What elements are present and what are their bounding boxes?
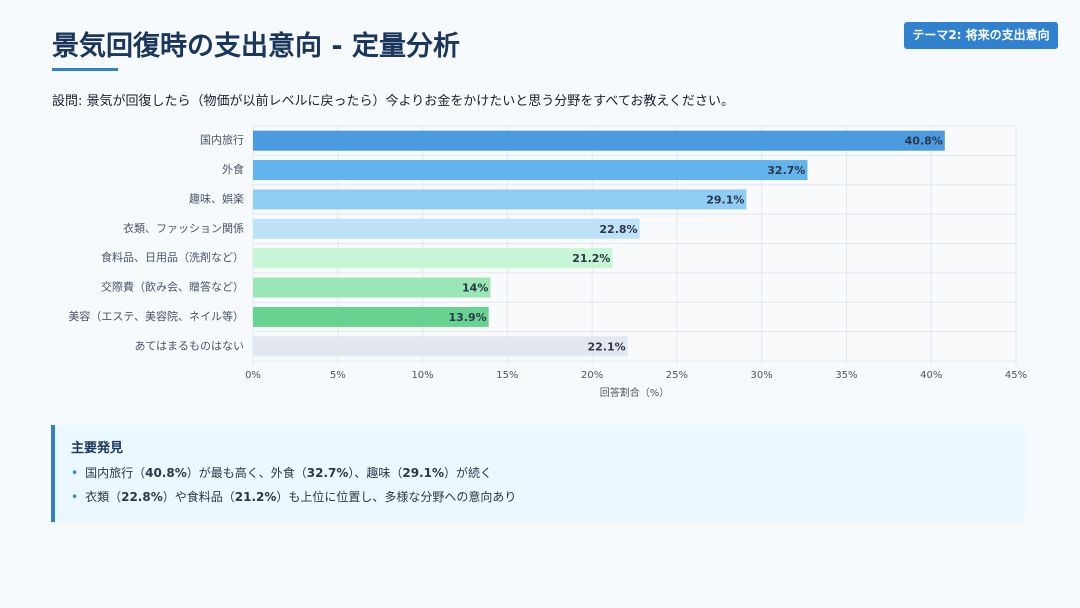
bar — [253, 248, 613, 269]
value-label: 40.8% — [905, 135, 943, 148]
chart: 0% 5% 10% 15% 20% 25% 30% 35% 40% 45% 回答割合（%） 国内旅行 4… — [68, 125, 1027, 399]
x-tick-label: 35% — [835, 370, 857, 381]
y-tick-label: 外食 — [222, 162, 244, 176]
findings-title: 主要発見 — [71, 441, 124, 456]
x-tick-label: 30% — [751, 370, 773, 381]
finding-text: ）が最も高く、外食（ — [186, 466, 307, 480]
finding-text: 衣類（ — [85, 490, 122, 504]
title-underline — [52, 68, 118, 71]
bar — [253, 189, 747, 210]
y-tick-label: 美容（エステ、美容院、ネイル等） — [68, 309, 244, 323]
theme-badge: テーマ2: 将来の支出意向 — [904, 22, 1058, 49]
finding-text: 21.2% — [234, 490, 277, 504]
value-label: 22.1% — [588, 340, 626, 353]
finding: 衣類（22.8%）や食料品（21.2%）も上位に位置し、多様な分野への意向あり — [71, 488, 1009, 506]
bar — [253, 218, 640, 239]
finding-text: ）も上位に位置し、多様な分野への意向あり — [276, 490, 517, 504]
bar — [253, 130, 945, 151]
finding-text: 22.8% — [121, 490, 163, 504]
bar — [253, 336, 628, 357]
finding-text: 29.1% — [402, 466, 445, 480]
x-tick-label: 10% — [411, 370, 433, 381]
question: 設問: 景気が回復したら（物価が以前レベルに戻ったら）今よりお金をかけたいと思う… — [52, 94, 735, 109]
title: 景気回復時の支出意向 - 定量分析 — [52, 31, 461, 62]
y-tick-label: あてはまるものはない — [134, 339, 244, 352]
bar — [253, 277, 491, 298]
x-tick-label: 20% — [581, 370, 603, 381]
finding-text: ）、趣味（ — [348, 466, 403, 480]
value-label: 21.2% — [572, 252, 610, 265]
x-axis-label: 回答割合（%） — [600, 386, 670, 399]
y-tick-label: 交際費（飲み会、贈答など） — [101, 280, 244, 294]
finding: 国内旅行（40.8%）が最も高く、外食（32.7%）、趣味（29.1%）が続く — [71, 464, 1009, 482]
value-label: 13.9% — [449, 311, 487, 324]
findings: 主要発見 国内旅行（40.8%）が最も高く、外食（32.7%）、趣味（29.1%… — [51, 425, 1025, 522]
finding-text: ）が続く — [444, 466, 493, 480]
x-tick-label: 45% — [1005, 370, 1027, 381]
y-tick-label: 食料品、日用品（洗剤など） — [101, 250, 244, 264]
x-tick-label: 15% — [496, 370, 518, 381]
value-label: 29.1% — [706, 193, 744, 206]
bar — [253, 160, 808, 181]
finding-text: ）や食料品（ — [162, 490, 235, 504]
y-tick-label: 国内旅行 — [200, 133, 244, 147]
value-label: 32.7% — [767, 164, 805, 177]
finding-text: 32.7% — [306, 466, 349, 480]
value-label: 14% — [462, 282, 488, 295]
finding-text: 40.8% — [145, 466, 187, 480]
finding-text: 国内旅行（ — [85, 466, 146, 480]
bar — [253, 306, 489, 327]
value-label: 22.8% — [599, 223, 637, 236]
x-tick-label: 5% — [330, 370, 346, 381]
y-tick-label: 衣類、ファッション関係 — [123, 221, 244, 235]
x-tick-label: 0% — [245, 370, 261, 381]
y-tick-label: 趣味、娯楽 — [189, 191, 244, 205]
x-tick-label: 40% — [920, 370, 942, 381]
x-tick-label: 25% — [666, 370, 688, 381]
